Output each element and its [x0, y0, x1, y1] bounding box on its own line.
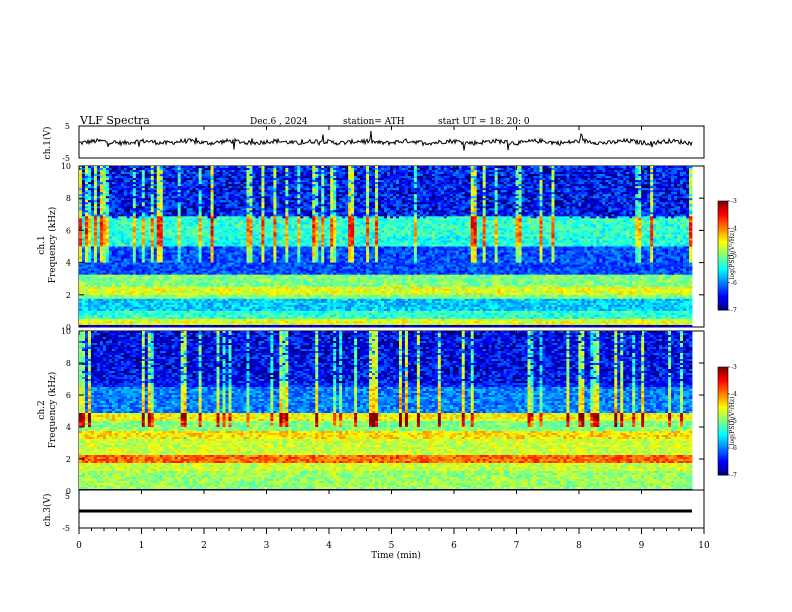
ch1-spectrogram-cells [79, 166, 692, 327]
ch1-ylabel: ch.1(V) [42, 127, 53, 160]
vlf-figure: VLF Spectra Dec.6 , 2024 station= ATH st… [0, 0, 792, 612]
figure-title: VLF Spectra [79, 114, 150, 127]
ch1-ytick-top: 5 [65, 122, 70, 131]
